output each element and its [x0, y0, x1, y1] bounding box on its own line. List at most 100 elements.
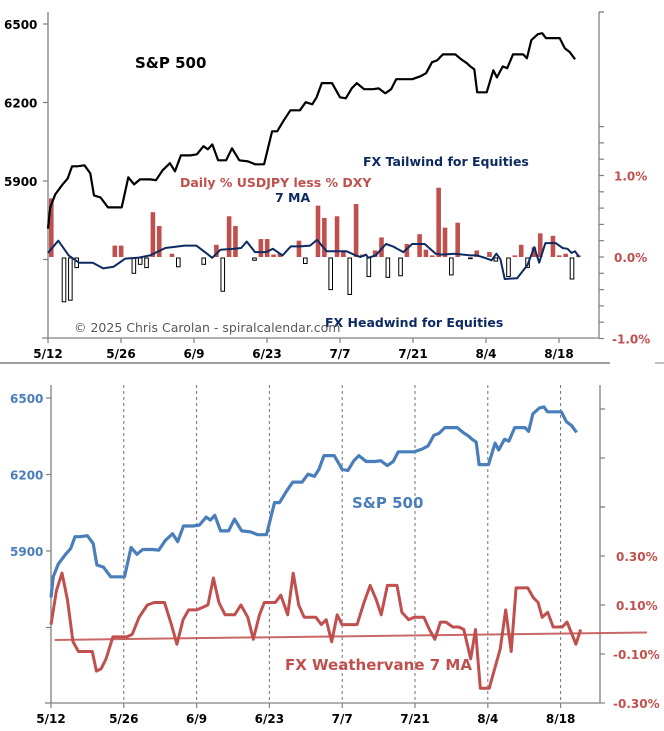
bar-negative	[144, 257, 149, 269]
bar-positive	[474, 250, 480, 257]
top-x-tick-label: 5/12	[33, 347, 62, 361]
bar-positive	[169, 253, 175, 257]
top-x-tick-label: 8/4	[475, 347, 496, 361]
bottom-x-tick-label: 5/12	[36, 712, 65, 726]
bar-negative	[328, 257, 333, 291]
bottom-right-tick-label: -0.30%	[613, 697, 660, 711]
top-annotations: S&P 500 Daily % USDJPY less % DXY 7 MA F…	[74, 54, 529, 335]
top-x-tick-label: 7/7	[329, 347, 350, 361]
bar-positive	[557, 255, 562, 257]
weathervane-label: FX Weathervane 7 MA	[285, 656, 472, 674]
bottom-chart: 6500 6200 5900 0.30% 0.10% -0.10% -0.30% 5/12 5/…	[10, 385, 660, 726]
bar-negative	[398, 257, 403, 277]
spx-line-bottom	[49, 405, 578, 598]
bottom-spx-label: S&P 500	[352, 494, 423, 512]
bar-positive	[372, 250, 378, 257]
bar-positive	[518, 244, 524, 257]
bar-negative	[449, 257, 454, 276]
bar-positive	[322, 217, 327, 257]
bar-negative	[201, 257, 206, 265]
bar-positive	[296, 240, 302, 257]
bottom-left-tick-label: 6500	[10, 392, 43, 406]
top-axes: 6500 6200 5900 1.0% 0.0% -1.0% 5/12 5/26 6/9 6/23…	[4, 11, 650, 361]
top-left-tick-label: 5900	[4, 175, 37, 189]
bar-positive	[423, 249, 429, 257]
bar-negative	[385, 257, 391, 278]
bar-positive	[563, 253, 568, 257]
bar-positive	[264, 239, 270, 257]
top-x-tick-label: 8/18	[544, 347, 573, 361]
bottom-right-tick-label: -0.10%	[613, 648, 660, 662]
bar-positive	[404, 243, 410, 257]
ma-label: 7 MA	[275, 190, 310, 205]
bar-positive	[341, 250, 346, 257]
bar-positive	[214, 244, 219, 257]
top-right-tick-label: 1.0%	[614, 170, 647, 184]
bar-positive	[442, 227, 448, 257]
bar-negative	[252, 257, 257, 261]
bar-positive	[436, 187, 441, 257]
bar-negative	[468, 257, 473, 260]
bottom-left-tick-label: 6200	[10, 469, 43, 483]
bar-positive	[271, 254, 276, 257]
bar-negative	[68, 257, 73, 301]
bar-positive	[537, 233, 543, 257]
weathervane-7ma-line	[49, 571, 583, 690]
top-x-tick-label: 6/23	[252, 347, 281, 361]
bar-positive	[417, 234, 422, 257]
weathervane-trend-line	[54, 631, 647, 641]
bottom-axes: 6500 6200 5900 0.30% 0.10% -0.10% -0.30% 5/12 5/…	[10, 385, 660, 726]
top-left-tick-label: 6200	[4, 97, 37, 111]
bar-positive	[379, 237, 384, 257]
bottom-x-tick-label: 7/7	[332, 712, 353, 726]
bar-positive	[531, 247, 537, 257]
bar-negative	[61, 257, 67, 303]
bar-positive	[353, 204, 359, 257]
bar-positive	[156, 226, 162, 257]
bottom-right-tick-label: 0.10%	[616, 599, 658, 613]
tailwind-label: FX Tailwind for Equities	[363, 154, 529, 169]
bar-positive	[512, 255, 518, 257]
bar-negative	[220, 257, 226, 292]
bar-positive	[550, 235, 556, 257]
bar-positive	[233, 226, 238, 257]
headwind-label: FX Headwind for Equities	[325, 315, 503, 330]
fx-7ma-line	[47, 238, 581, 280]
bar-negative	[347, 257, 353, 295]
bar-negative	[131, 257, 137, 274]
bars-label: Daily % USDJPY less % DXY	[180, 175, 372, 190]
bar-negative	[506, 257, 511, 278]
bar-positive	[150, 212, 156, 257]
bar-positive	[118, 245, 124, 257]
spx-line-top	[46, 32, 576, 229]
bottom-lines	[49, 405, 647, 690]
bottom-right-tick-label: 0.30%	[616, 550, 658, 564]
bottom-x-tick-label: 6/9	[186, 712, 207, 726]
top-x-tick-label: 7/21	[398, 347, 427, 361]
bar-negative	[493, 257, 499, 262]
top-x-tick-label: 5/26	[106, 347, 135, 361]
bar-negative	[176, 257, 181, 268]
top-chart: 6500 6200 5900 1.0% 0.0% -1.0% 5/12 5/26 6/9 6/23…	[4, 11, 650, 361]
top-left-tick-label: 6500	[4, 18, 37, 32]
bar-positive	[455, 222, 460, 257]
bottom-x-tick-label: 7/21	[400, 712, 429, 726]
fx-daily-bars	[49, 187, 581, 303]
bar-negative	[569, 257, 575, 280]
bar-negative	[303, 257, 308, 265]
copyright-label: © 2025 Chris Carolan - spiralcalendar.co…	[74, 320, 341, 335]
bottom-x-tick-label: 8/18	[546, 712, 575, 726]
bar-positive	[430, 255, 435, 257]
bottom-left-tick-label: 5900	[10, 545, 43, 559]
bottom-x-tick-label: 6/23	[255, 712, 284, 726]
bar-positive	[315, 205, 321, 257]
top-spx-label: S&P 500	[135, 54, 206, 72]
bottom-annotations: S&P 500 FX Weathervane 7 MA	[285, 494, 472, 674]
bar-positive	[334, 216, 340, 257]
bar-positive	[487, 252, 492, 257]
top-x-tick-label: 6/9	[183, 347, 204, 361]
bar-positive	[258, 239, 264, 257]
top-right-tick-label: -1.0%	[612, 333, 650, 347]
bar-positive	[277, 253, 283, 257]
